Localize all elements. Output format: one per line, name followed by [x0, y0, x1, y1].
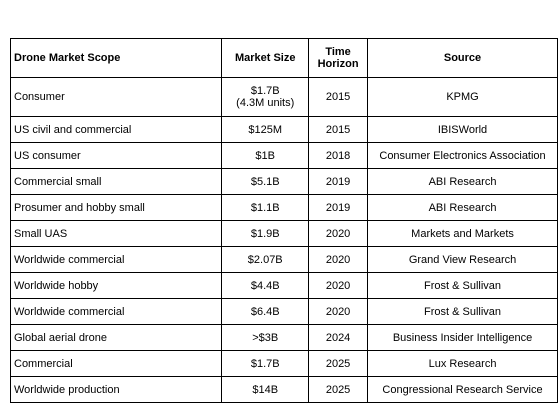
table-row: Worldwide commercial $2.07B 2020 Grand V…: [9, 246, 558, 273]
cell-source: Grand View Research: [367, 246, 558, 273]
cell-time-horizon: 2015: [308, 77, 369, 117]
cell-market-size: $14B: [221, 376, 310, 403]
cell-source: IBISWorld: [367, 116, 558, 143]
table-row: Commercial small $5.1B 2019 ABI Research: [9, 168, 558, 195]
header-source: Source: [367, 38, 558, 78]
cell-time-horizon: 2025: [308, 376, 369, 403]
market-size-note: (4.3M units): [236, 97, 295, 109]
cell-market-size: $4.4B: [221, 272, 310, 299]
cell-source: ABI Research: [367, 194, 558, 221]
cell-market-size: $5.1B: [221, 168, 310, 195]
drone-market-table: Drone Market Scope Market Size Time Hori…: [9, 38, 558, 403]
header-time-horizon: Time Horizon: [308, 38, 369, 78]
cell-time-horizon: 2015: [308, 116, 369, 143]
cell-source: ABI Research: [367, 168, 558, 195]
header-scope: Drone Market Scope: [9, 38, 223, 78]
cell-scope: Worldwide commercial: [9, 298, 223, 325]
cell-scope: Prosumer and hobby small: [9, 194, 223, 221]
cell-market-size: $1B: [221, 142, 310, 169]
cell-market-size: $2.07B: [221, 246, 310, 273]
cell-market-size: $125M: [221, 116, 310, 143]
cell-market-size: $6.4B: [221, 298, 310, 325]
cell-scope: US consumer: [9, 142, 223, 169]
table-row: US civil and commercial $125M 2015 IBISW…: [9, 116, 558, 143]
cell-source: Frost & Sullivan: [367, 298, 558, 325]
cell-source: Frost & Sullivan: [367, 272, 558, 299]
market-size-value: $1.7B: [250, 85, 280, 97]
cell-market-size: $1.9B: [221, 220, 310, 247]
table-row: Worldwide hobby $4.4B 2020 Frost & Sulli…: [9, 272, 558, 299]
cell-scope: Small UAS: [9, 220, 223, 247]
header-market-size: Market Size: [221, 38, 310, 78]
cell-scope: Consumer: [9, 77, 223, 117]
table-row: Worldwide production $14B 2025 Congressi…: [9, 376, 558, 403]
table-row: Global aerial drone >$3B 2024 Business I…: [9, 324, 558, 351]
cell-source: KPMG: [367, 77, 558, 117]
table-row: Commercial $1.7B 2025 Lux Research: [9, 350, 558, 377]
table-row: US consumer $1B 2018 Consumer Electronic…: [9, 142, 558, 169]
cell-source: Lux Research: [367, 350, 558, 377]
cell-market-size: >$3B: [221, 324, 310, 351]
cell-time-horizon: 2020: [308, 246, 369, 273]
cell-time-horizon: 2018: [308, 142, 369, 169]
cell-time-horizon: 2019: [308, 194, 369, 221]
cell-market-size: $1.1B: [221, 194, 310, 221]
table-row: Prosumer and hobby small $1.1B 2019 ABI …: [9, 194, 558, 221]
cell-time-horizon: 2020: [308, 298, 369, 325]
cell-scope: Worldwide hobby: [9, 272, 223, 299]
cell-scope: US civil and commercial: [9, 116, 223, 143]
table-row: Worldwide commercial $6.4B 2020 Frost & …: [9, 298, 558, 325]
table-row: Small UAS $1.9B 2020 Markets and Markets: [9, 220, 558, 247]
table-row: Consumer $1.7B (4.3M units) 2015 KPMG: [9, 77, 558, 117]
cell-time-horizon: 2019: [308, 168, 369, 195]
cell-market-size: $1.7B: [221, 350, 310, 377]
cell-source: Markets and Markets: [367, 220, 558, 247]
cell-time-horizon: 2024: [308, 324, 369, 351]
cell-scope: Global aerial drone: [9, 324, 223, 351]
cell-source: Consumer Electronics Association: [367, 142, 558, 169]
header-row: Drone Market Scope Market Size Time Hori…: [9, 38, 558, 78]
cell-time-horizon: 2020: [308, 220, 369, 247]
cell-source: Business Insider Intelligence: [367, 324, 558, 351]
cell-market-size: $1.7B (4.3M units): [221, 77, 310, 117]
cell-time-horizon: 2025: [308, 350, 369, 377]
cell-scope: Commercial: [9, 350, 223, 377]
cell-time-horizon: 2020: [308, 272, 369, 299]
cell-scope: Commercial small: [9, 168, 223, 195]
cell-scope: Worldwide commercial: [9, 246, 223, 273]
cell-source: Congressional Research Service: [367, 376, 558, 403]
cell-scope: Worldwide production: [9, 376, 223, 403]
